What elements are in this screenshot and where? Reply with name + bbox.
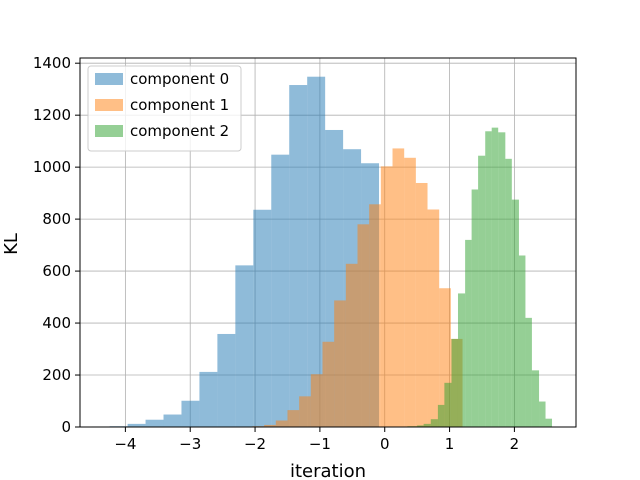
- histogram-bar: [457, 293, 466, 427]
- x-tick-label: 2: [510, 435, 520, 453]
- legend: component 0 component 1 component 2: [87, 65, 242, 152]
- histogram-bar: [427, 209, 440, 427]
- y-tick-label: 1400: [33, 54, 71, 72]
- x-axis-label: iteration: [290, 461, 366, 480]
- histogram-bar: [253, 209, 272, 427]
- x-tick-label: −2: [244, 435, 266, 453]
- histogram-bar: [404, 157, 416, 427]
- histogram-bar: [444, 382, 452, 427]
- histogram-bar: [287, 410, 300, 427]
- histogram-bar: [289, 85, 308, 427]
- histogram-bar: [417, 425, 424, 427]
- y-tick-label: 200: [42, 366, 71, 384]
- histogram-bar: [199, 371, 218, 427]
- histogram-bar: [525, 317, 532, 427]
- histogram-bar: [511, 199, 519, 427]
- legend-swatch: [95, 99, 123, 111]
- histogram-bar: [485, 131, 492, 428]
- histogram-bar: [307, 76, 326, 427]
- x-tick-label: −3: [179, 435, 201, 453]
- legend-swatch: [95, 73, 123, 85]
- legend-label: component 2: [130, 122, 229, 140]
- histogram-bar: [539, 401, 546, 427]
- histogram-bar: [491, 127, 499, 428]
- y-tick-label: 1200: [33, 106, 71, 124]
- legend-box: [87, 65, 242, 152]
- series-2-bars: [407, 127, 553, 428]
- histogram-bar: [369, 204, 381, 427]
- histogram-bar: [235, 265, 254, 427]
- histogram-bar: [163, 414, 182, 427]
- histogram-bar: [275, 420, 288, 427]
- x-tick-label: −1: [309, 435, 331, 453]
- histogram-bar: [271, 154, 290, 427]
- y-tick-label: 1000: [33, 158, 71, 176]
- histogram-bar: [505, 158, 512, 427]
- y-tick-label: 800: [42, 210, 71, 228]
- y-tick-label: 0: [61, 418, 71, 436]
- histogram-bar: [471, 189, 479, 427]
- x-tick-label: 1: [445, 435, 455, 453]
- histogram-bar: [181, 400, 200, 427]
- histogram-bar: [415, 182, 428, 427]
- y-tick-label: 400: [42, 314, 71, 332]
- x-tick-label: 0: [380, 435, 390, 453]
- x-tick-label: −4: [114, 435, 136, 453]
- histogram-bar: [430, 419, 438, 427]
- legend-label: component 1: [130, 96, 229, 114]
- histogram-bar: [357, 224, 370, 427]
- histogram-bar: [423, 423, 431, 427]
- histogram-bar: [322, 341, 335, 427]
- histogram-bar: [531, 370, 540, 427]
- series-0-bars: [91, 76, 380, 427]
- y-axis-label: KL: [1, 233, 22, 255]
- histogram-bar: [310, 374, 323, 427]
- axis-ticks: −4 −3 −2 −1 0 1 2 0 200 400 600 800 1000 1200 1400: [33, 54, 519, 453]
- histogram-bar: [264, 424, 276, 427]
- histogram-bar: [451, 338, 458, 427]
- histogram-bar: [127, 423, 146, 427]
- plot-frame: [79, 57, 577, 428]
- histogram-bar: [518, 255, 526, 427]
- histogram-bar: [437, 404, 445, 427]
- histogram-bar: [380, 166, 393, 427]
- histogram-bar: [217, 333, 236, 427]
- histogram-bar: [345, 263, 358, 427]
- histogram-bar: [498, 132, 506, 428]
- histogram-bar: [439, 288, 451, 427]
- legend-swatch: [95, 125, 123, 137]
- histogram-bar: [545, 418, 553, 427]
- y-tick-label: 600: [42, 262, 71, 280]
- histogram-bar: [145, 419, 164, 427]
- histogram-bar: [465, 239, 472, 427]
- histogram-bar: [334, 300, 346, 427]
- histogram-bar: [478, 155, 486, 428]
- histogram-bar: [392, 148, 405, 428]
- histogram-bar: [299, 396, 311, 427]
- histogram-bars: [91, 76, 553, 428]
- legend-label: component 0: [130, 70, 229, 88]
